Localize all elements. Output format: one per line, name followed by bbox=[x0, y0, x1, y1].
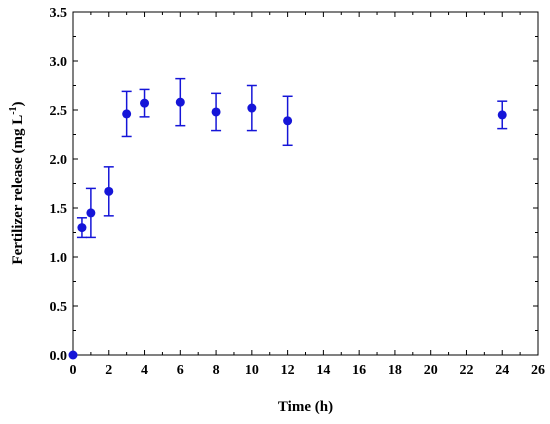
data-point bbox=[104, 186, 114, 196]
x-tick-label: 18 bbox=[388, 363, 402, 378]
x-tick-label: 0 bbox=[70, 363, 77, 378]
x-tick-label: 22 bbox=[459, 363, 473, 378]
data-point bbox=[140, 98, 150, 108]
plot-frame bbox=[72, 11, 539, 356]
data-point bbox=[497, 110, 507, 120]
x-tick-label: 24 bbox=[495, 363, 509, 378]
y-tick-label: 3.0 bbox=[50, 55, 68, 70]
y-tick-label: 1.0 bbox=[50, 251, 68, 266]
data-point bbox=[77, 223, 87, 233]
x-tick-label: 12 bbox=[281, 363, 295, 378]
data-point bbox=[122, 109, 132, 119]
x-tick-label: 16 bbox=[352, 363, 366, 378]
data-point bbox=[68, 350, 78, 360]
y-tick-label: 0.5 bbox=[50, 300, 68, 315]
data-point bbox=[211, 107, 221, 117]
y-axis-label-superscript: -1 bbox=[8, 106, 19, 114]
x-tick-label: 4 bbox=[141, 363, 148, 378]
data-point bbox=[247, 103, 257, 113]
y-tick-label: 2.0 bbox=[50, 153, 68, 168]
y-tick-label: 3.5 bbox=[50, 6, 68, 21]
x-tick-label: 8 bbox=[213, 363, 220, 378]
y-tick-label: 1.5 bbox=[50, 202, 68, 217]
x-tick-label: 2 bbox=[105, 363, 112, 378]
x-axis-label: Time (h) bbox=[278, 399, 333, 415]
x-axis-ticks: 0 2 4 6 8 10 12 14 16 18 20 22 24 26 bbox=[70, 12, 545, 378]
x-tick-label: 6 bbox=[177, 363, 184, 378]
x-tick-label: 20 bbox=[424, 363, 438, 378]
y-tick-label: 2.5 bbox=[50, 104, 68, 119]
data-point bbox=[86, 208, 96, 218]
data-point bbox=[283, 116, 293, 126]
y-axis-label-main: Fertilizer release (mg L bbox=[10, 115, 26, 265]
y-axis-label: Fertilizer release (mg L-1) bbox=[8, 101, 26, 264]
y-tick-label: 0.0 bbox=[50, 349, 68, 364]
x-tick-label: 10 bbox=[245, 363, 259, 378]
y-axis-label-close: ) bbox=[10, 101, 26, 106]
y-axis-ticks: 0.0 0.5 1.0 1.5 2.0 2.5 3.0 3.5 bbox=[50, 6, 538, 364]
x-tick-label: 14 bbox=[316, 363, 330, 378]
x-tick-label: 26 bbox=[531, 363, 545, 378]
data-points bbox=[68, 97, 507, 360]
data-point bbox=[175, 97, 185, 107]
